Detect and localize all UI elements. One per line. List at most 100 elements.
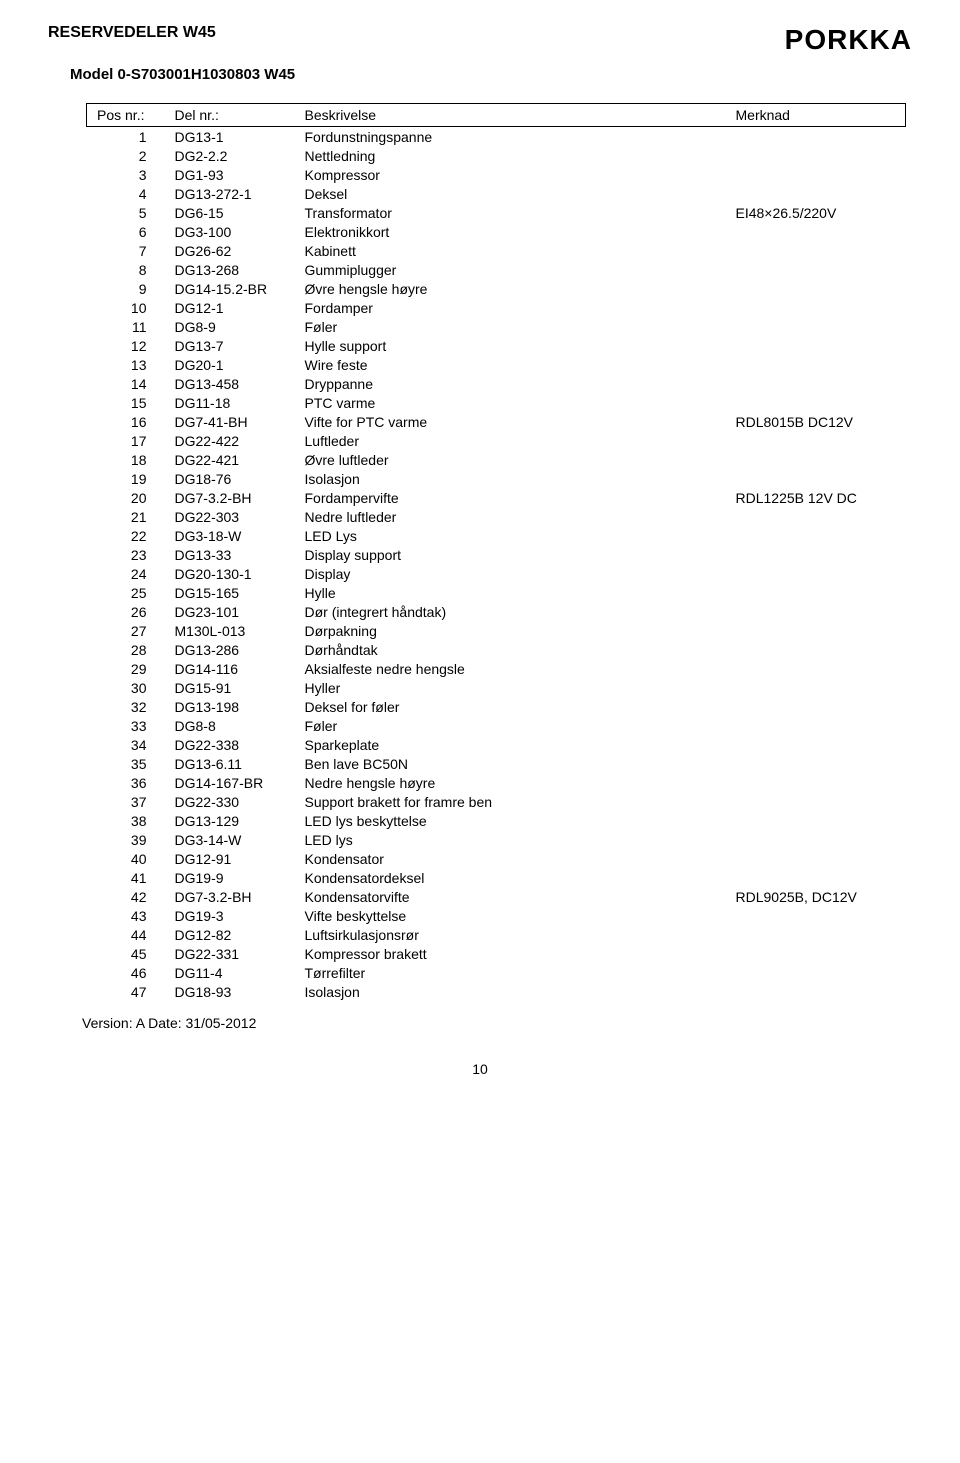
table-row: 7DG26-62Kabinett [87, 241, 906, 260]
table-row: 46DG11-4Tørrefilter [87, 963, 906, 982]
cell-del: DG6-15 [165, 203, 295, 222]
cell-merknad [726, 564, 906, 583]
cell-merknad: RDL8015B DC12V [726, 412, 906, 431]
brand-logo-text: PORKKA [785, 24, 912, 56]
cell-pos: 38 [87, 811, 165, 830]
version-line: Version: A Date: 31/05-2012 [82, 1015, 912, 1031]
cell-merknad [726, 222, 906, 241]
cell-del: DG23-101 [165, 602, 295, 621]
cell-merknad [726, 469, 906, 488]
table-row: 45DG22-331Kompressor brakett [87, 944, 906, 963]
table-row: 9DG14-15.2-BRØvre hengsle høyre [87, 279, 906, 298]
table-body: 1DG13-1Fordunstningspanne2DG2-2.2Nettled… [87, 127, 906, 1002]
cell-pos: 46 [87, 963, 165, 982]
cell-del: DG13-129 [165, 811, 295, 830]
cell-merknad [726, 640, 906, 659]
cell-merknad [726, 982, 906, 1001]
cell-merknad: RDL1225B 12V DC [726, 488, 906, 507]
cell-del: DG13-198 [165, 697, 295, 716]
table-row: 39DG3-14-WLED lys [87, 830, 906, 849]
cell-merknad [726, 735, 906, 754]
cell-beskrivelse: Support brakett for framre ben [295, 792, 726, 811]
cell-pos: 6 [87, 222, 165, 241]
cell-pos: 42 [87, 887, 165, 906]
cell-merknad: EI48×26.5/220V [726, 203, 906, 222]
cell-merknad [726, 583, 906, 602]
cell-merknad [726, 849, 906, 868]
cell-del: DG15-165 [165, 583, 295, 602]
cell-del: DG13-268 [165, 260, 295, 279]
cell-merknad [726, 963, 906, 982]
cell-pos: 20 [87, 488, 165, 507]
parts-table: Pos nr.: Del nr.: Beskrivelse Merknad 1D… [86, 103, 906, 1001]
table-row: 10DG12-1Fordamper [87, 298, 906, 317]
cell-beskrivelse: Vifte for PTC varme [295, 412, 726, 431]
cell-beskrivelse: Aksialfeste nedre hengsle [295, 659, 726, 678]
cell-pos: 14 [87, 374, 165, 393]
cell-pos: 27 [87, 621, 165, 640]
table-row: 17DG22-422Luftleder [87, 431, 906, 450]
cell-beskrivelse: Vifte beskyttelse [295, 906, 726, 925]
cell-beskrivelse: Transformator [295, 203, 726, 222]
cell-pos: 15 [87, 393, 165, 412]
cell-beskrivelse: Nedre luftleder [295, 507, 726, 526]
cell-del: DG12-82 [165, 925, 295, 944]
cell-beskrivelse: Deksel [295, 184, 726, 203]
column-header-beskrivelse: Beskrivelse [295, 104, 726, 127]
cell-beskrivelse: LED lys beskyttelse [295, 811, 726, 830]
cell-del: DG2-2.2 [165, 146, 295, 165]
cell-pos: 19 [87, 469, 165, 488]
cell-pos: 43 [87, 906, 165, 925]
cell-merknad [726, 697, 906, 716]
cell-pos: 24 [87, 564, 165, 583]
cell-merknad [726, 545, 906, 564]
cell-pos: 9 [87, 279, 165, 298]
table-row: 40DG12-91Kondensator [87, 849, 906, 868]
cell-merknad [726, 716, 906, 735]
cell-beskrivelse: Kompressor brakett [295, 944, 726, 963]
cell-del: DG22-421 [165, 450, 295, 469]
table-row: 29DG14-116Aksialfeste nedre hengsle [87, 659, 906, 678]
table-row: 13DG20-1Wire feste [87, 355, 906, 374]
cell-pos: 17 [87, 431, 165, 450]
cell-del: DG22-338 [165, 735, 295, 754]
table-row: 19DG18-76Isolasjon [87, 469, 906, 488]
cell-beskrivelse: Kondensatordeksel [295, 868, 726, 887]
cell-del: DG8-8 [165, 716, 295, 735]
cell-del: DG14-167-BR [165, 773, 295, 792]
cell-beskrivelse: Nettledning [295, 146, 726, 165]
cell-pos: 22 [87, 526, 165, 545]
cell-beskrivelse: Isolasjon [295, 982, 726, 1001]
cell-merknad [726, 773, 906, 792]
cell-merknad [726, 450, 906, 469]
table-row: 8DG13-268Gummiplugger [87, 260, 906, 279]
cell-beskrivelse: Fordunstningspanne [295, 127, 726, 147]
cell-pos: 5 [87, 203, 165, 222]
cell-beskrivelse: Isolasjon [295, 469, 726, 488]
cell-pos: 11 [87, 317, 165, 336]
cell-del: DG7-41-BH [165, 412, 295, 431]
cell-del: DG22-331 [165, 944, 295, 963]
cell-merknad [726, 754, 906, 773]
cell-beskrivelse: Øvre hengsle høyre [295, 279, 726, 298]
cell-merknad [726, 507, 906, 526]
cell-merknad [726, 925, 906, 944]
table-row: 15DG11-18PTC varme [87, 393, 906, 412]
cell-pos: 2 [87, 146, 165, 165]
cell-merknad [726, 811, 906, 830]
cell-del: DG3-18-W [165, 526, 295, 545]
cell-beskrivelse: Ben lave BC50N [295, 754, 726, 773]
cell-pos: 8 [87, 260, 165, 279]
cell-beskrivelse: Fordamper [295, 298, 726, 317]
cell-pos: 33 [87, 716, 165, 735]
cell-del: DG14-116 [165, 659, 295, 678]
cell-del: DG7-3.2-BH [165, 488, 295, 507]
cell-del: DG15-91 [165, 678, 295, 697]
cell-del: DG12-91 [165, 849, 295, 868]
page-number: 10 [48, 1061, 912, 1077]
cell-beskrivelse: Hyller [295, 678, 726, 697]
cell-merknad [726, 621, 906, 640]
cell-beskrivelse: Display [295, 564, 726, 583]
cell-beskrivelse: PTC varme [295, 393, 726, 412]
cell-beskrivelse: Kondensatorvifte [295, 887, 726, 906]
